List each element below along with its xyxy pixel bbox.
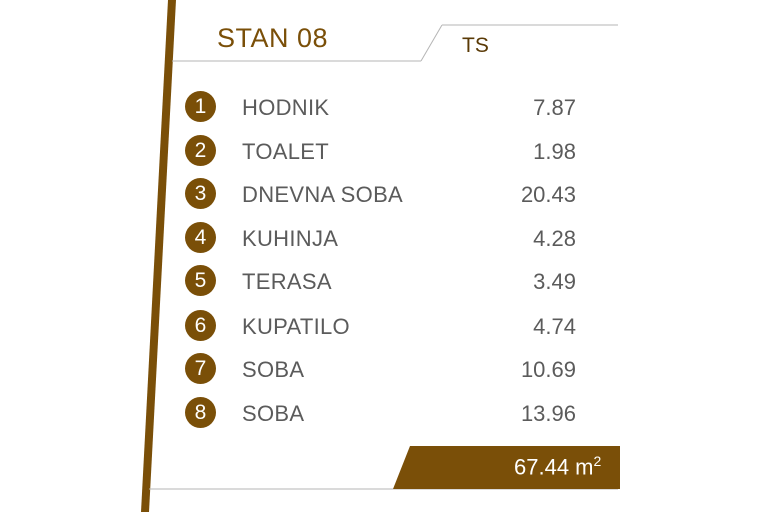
room-number-badge: 8 [185,397,216,428]
room-name: SOBA [242,357,305,382]
room-row: 3 DNEVNA SOBA 20.43 [185,178,580,210]
room-name: KUPATILO [242,314,350,339]
accent-vertical-bar [141,0,176,512]
room-area: 4.28 [533,226,576,251]
total-area-unit-exponent: 2 [593,453,602,469]
room-row: 7 SOBA 10.69 [185,353,580,385]
room-name: KUHINJA [242,226,339,251]
room-area: 3.49 [533,269,576,294]
title-slant-line [420,24,443,62]
room-row: 5 TERASA 3.49 [185,265,580,297]
room-number-badge: 2 [185,135,216,166]
room-number-badge: 3 [185,178,216,209]
room-area: 1.98 [533,139,576,164]
room-name: TOALET [242,139,329,164]
room-row: 8 SOBA 13.96 [185,397,580,429]
room-area: 10.69 [520,357,576,382]
room-name: SOBA [242,401,305,426]
room-area: 13.96 [520,401,576,426]
apartment-title: STAN 08 [217,23,329,53]
room-area: 7.87 [533,95,576,120]
room-row: 6 KUPATILO 4.74 [185,310,580,342]
room-number-badge: 4 [185,222,216,253]
room-number-badge: 1 [185,91,216,122]
room-number-badge: 5 [185,265,216,296]
total-area: 67.44 m2 [514,453,601,480]
room-number-badge: 6 [185,310,216,341]
room-number-badge: 7 [185,353,216,384]
apartment-code: TS [462,34,489,57]
room-row: 1 HODNIK 7.87 [185,91,580,123]
room-name: DNEVNA SOBA [242,182,404,207]
total-area-value: 67.44 m [514,454,594,480]
room-row: 4 KUHINJA 4.28 [185,222,580,254]
room-row: 2 TOALET 1.98 [185,135,580,167]
room-area: 4.74 [533,314,576,339]
total-banner [393,446,620,489]
room-area: 20.43 [520,182,576,207]
room-name: TERASA [242,269,332,294]
room-name: HODNIK [242,95,330,120]
